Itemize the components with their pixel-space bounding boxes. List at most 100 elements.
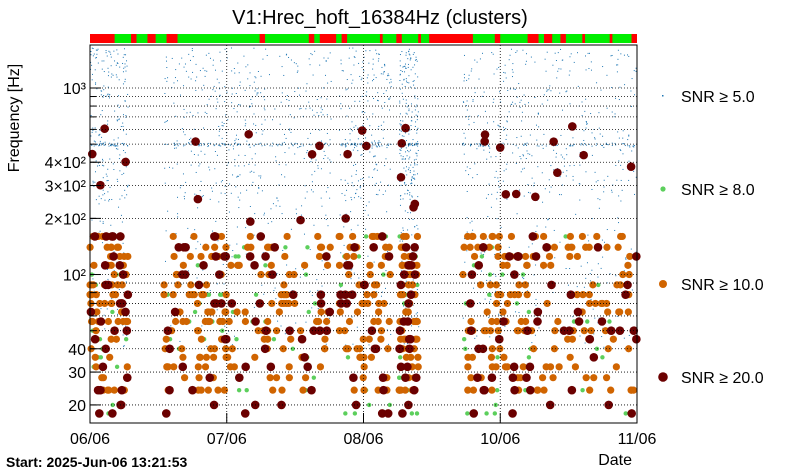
snr5-point bbox=[373, 144, 375, 146]
snr5-point bbox=[294, 142, 296, 144]
snr5-point bbox=[359, 185, 361, 187]
snr5-point bbox=[299, 94, 301, 96]
snr10-point bbox=[582, 374, 590, 382]
snr5-point bbox=[488, 151, 490, 153]
snr5-point bbox=[618, 160, 620, 162]
snr5-point bbox=[258, 187, 260, 189]
snr5-point bbox=[618, 99, 620, 101]
snr5-point bbox=[91, 219, 93, 221]
y-tick-label: 40 bbox=[68, 342, 86, 359]
snr5-point bbox=[594, 317, 596, 319]
snr5-point bbox=[183, 131, 185, 133]
snr5-point bbox=[498, 186, 500, 188]
snr5-point bbox=[612, 184, 614, 186]
snr5-point bbox=[94, 127, 96, 129]
snr8-point bbox=[580, 387, 585, 393]
snr5-point bbox=[616, 64, 618, 66]
snr10-point bbox=[543, 299, 551, 308]
snr5-point bbox=[103, 60, 105, 62]
snr8-point bbox=[492, 411, 498, 416]
snr5-point bbox=[559, 194, 561, 196]
snr5-point bbox=[175, 147, 177, 149]
snr5-point bbox=[234, 140, 236, 142]
snr5-point bbox=[113, 270, 115, 272]
snr10-point bbox=[539, 261, 548, 269]
y-tick-label: 3×10² bbox=[45, 179, 87, 196]
snr5-point bbox=[348, 57, 350, 59]
snr5-point bbox=[316, 99, 318, 101]
snr5-point bbox=[533, 274, 535, 276]
snr5-point bbox=[237, 62, 239, 64]
snr5-point bbox=[490, 206, 492, 208]
snr8-point bbox=[520, 272, 526, 277]
snr5-point bbox=[606, 107, 608, 109]
snr5-point bbox=[570, 145, 572, 147]
snr5-point bbox=[95, 57, 97, 59]
snr5-point bbox=[357, 127, 359, 129]
snr5-point bbox=[119, 198, 121, 200]
snr5-point bbox=[292, 144, 294, 146]
snr5-point bbox=[306, 191, 308, 193]
snr5-point bbox=[409, 192, 411, 194]
snr20-point bbox=[300, 353, 309, 362]
snr5-point bbox=[349, 133, 351, 135]
snr5-point bbox=[378, 144, 380, 146]
snr5-point bbox=[255, 124, 257, 126]
snr5-point bbox=[203, 127, 205, 129]
snr5-point bbox=[383, 71, 385, 73]
snr10-point bbox=[485, 243, 493, 251]
snr5-point bbox=[411, 180, 413, 182]
snr5-point bbox=[498, 180, 500, 182]
snr5-point bbox=[526, 142, 528, 144]
snr5-point bbox=[350, 269, 352, 271]
snr5-point bbox=[490, 156, 492, 158]
snr5-point bbox=[116, 49, 118, 51]
snr5-point bbox=[405, 151, 407, 153]
snr10-point bbox=[88, 317, 97, 326]
snr5-point bbox=[170, 325, 172, 327]
snr5-point bbox=[120, 125, 122, 127]
snr5-point bbox=[212, 59, 214, 61]
snr5-point bbox=[572, 179, 574, 181]
snr5-point bbox=[309, 249, 311, 251]
snr10-point bbox=[412, 317, 420, 326]
snr5-point bbox=[533, 185, 535, 187]
snr5-point bbox=[562, 59, 564, 61]
snr5-point bbox=[363, 56, 365, 58]
snr10-point bbox=[277, 291, 285, 299]
snr5-point bbox=[541, 144, 543, 146]
snr5-point bbox=[417, 145, 419, 147]
snr5-point bbox=[124, 100, 126, 102]
snr8-point bbox=[110, 402, 115, 408]
snr5-point bbox=[531, 342, 533, 344]
snr5-point bbox=[515, 162, 517, 164]
snr20-point bbox=[179, 242, 189, 252]
snr5-point bbox=[355, 170, 357, 172]
snr10-point bbox=[241, 317, 250, 326]
snr5-point bbox=[560, 154, 562, 156]
snr5-point bbox=[511, 69, 513, 71]
snr5-point bbox=[352, 79, 354, 81]
snr5-point bbox=[635, 251, 637, 253]
snr5-point bbox=[407, 169, 409, 171]
snr5-point bbox=[399, 133, 401, 135]
snr5-point bbox=[492, 101, 494, 103]
snr5-point bbox=[356, 145, 358, 147]
snr10-point bbox=[123, 363, 131, 371]
snr5-point bbox=[630, 105, 632, 107]
snr5-point bbox=[599, 199, 601, 201]
snr5-point bbox=[401, 135, 403, 137]
snr8-point bbox=[306, 309, 311, 315]
segment-bad bbox=[308, 34, 315, 43]
snr5-point bbox=[224, 325, 226, 327]
snr5-point bbox=[622, 153, 624, 155]
snr10-point bbox=[360, 386, 368, 394]
snr20-point bbox=[383, 409, 393, 418]
snr5-point bbox=[464, 77, 466, 79]
snr5-point bbox=[488, 316, 490, 318]
snr5-point bbox=[164, 93, 166, 95]
snr5-point bbox=[122, 142, 124, 144]
snr5-point bbox=[264, 99, 266, 101]
snr5-point bbox=[224, 48, 226, 50]
snr5-point bbox=[105, 50, 107, 52]
